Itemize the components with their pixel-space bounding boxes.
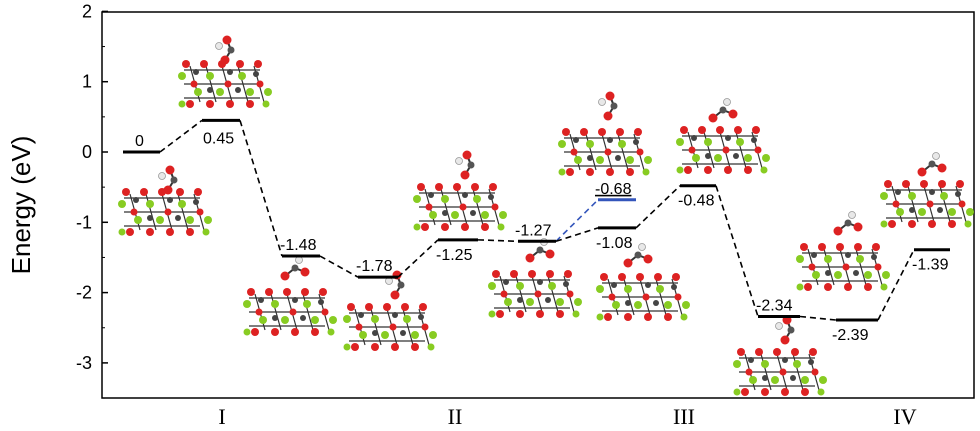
connector-7 (635, 185, 681, 229)
connector-8 (715, 185, 759, 317)
y-tick-label-4: -2 (76, 283, 92, 303)
structure-ts-1 (177, 34, 273, 109)
energy-value-label-9: -2.34 (756, 298, 793, 315)
connector-9 (799, 315, 837, 321)
connector-6 (555, 227, 599, 243)
y-tick-label-5: -3 (76, 353, 92, 373)
y-tick-label-3: -1 (76, 212, 92, 232)
plot-frame (101, 11, 975, 399)
stage-label-4: IV (893, 404, 916, 429)
energy-value-label-4: -1.25 (436, 247, 473, 264)
y-tick-label-2: 0 (82, 142, 92, 162)
stage-label-1: I (218, 404, 225, 429)
y-axis: 2 1 0 -1 -2 -3 (76, 1, 108, 399)
level-connectors (159, 119, 915, 321)
energy-value-label-11: -1.39 (912, 257, 949, 274)
y-tick-label-1: 1 (82, 72, 92, 92)
energy-value-label-8: -0.48 (678, 193, 715, 210)
structure-blue-path (557, 90, 653, 177)
energy-value-label-5: -1.27 (515, 222, 552, 239)
energy-value-labels: 0 0.45 -1.48 -1.78 -1.25 -1.27 -0.68 -1.08 -0.48… (135, 130, 949, 344)
energy-value-label-3: -1.78 (356, 258, 393, 275)
connector-4 (477, 239, 519, 243)
structure-int-1 (242, 255, 338, 337)
energy-levels (123, 118, 950, 322)
energy-value-label-0: 0 (135, 133, 144, 150)
structure-int-2 (342, 269, 438, 352)
structure-ts-3 (675, 97, 771, 175)
energy-value-label-7: -1.08 (596, 235, 633, 252)
structure-int-7 (795, 210, 891, 292)
stage-label-2: II (448, 404, 463, 429)
structure-int-3 (412, 149, 508, 232)
y-tick-label-0: 2 (82, 1, 92, 21)
structure-int-4 (487, 237, 583, 319)
y-axis-label: Energy (eV) (6, 136, 36, 275)
energy-value-label-1: 0.45 (203, 130, 234, 147)
energy-value-label-10: -2.39 (832, 327, 869, 344)
connector-2 (319, 255, 359, 278)
connector-0 (159, 119, 203, 153)
stage-label-3: III (673, 404, 695, 429)
energy-value-label-6: -0.68 (595, 181, 632, 198)
connector-10 (877, 249, 915, 321)
connector-1 (239, 120, 283, 257)
structure-int-5 (595, 242, 691, 322)
structure-final (879, 151, 975, 229)
structure-int-6 (732, 314, 828, 397)
structure-initial (117, 164, 213, 237)
connector-3 (397, 239, 439, 278)
energy-value-label-2: -1.48 (280, 237, 317, 254)
